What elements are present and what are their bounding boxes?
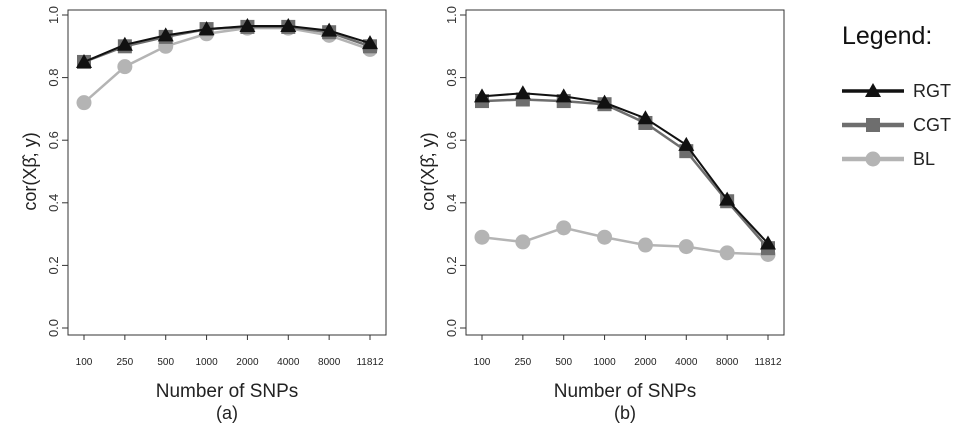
data-point-rgt [362,35,378,50]
y-tick-label: 0.8 [444,69,459,87]
y-tick-label: 1.0 [46,6,61,24]
data-point-rgt [76,53,92,68]
x-axis-label: Number of SNPs [554,381,697,402]
y-tick-label: 0.4 [46,194,61,212]
series-line-cgt [481,98,769,250]
data-point-bl [637,237,653,253]
y-tick-label: 0.0 [46,319,61,337]
data-point-bl [556,220,572,236]
legend-marker [866,118,880,132]
x-tick-label: 1000 [593,357,616,368]
series-rgt [474,85,776,250]
plot-frame [465,9,785,336]
y-tick-label: 1.0 [444,6,459,24]
x-tick-label: 2000 [236,357,259,368]
x-tick-label: 4000 [675,357,698,368]
data-point-bl [76,95,92,111]
legend-marker [865,83,881,97]
data-point-rgt [555,88,572,103]
data-point-rgt [719,191,736,206]
x-tick-label: 11812 [754,357,782,368]
data-point-rgt [637,110,654,125]
x-tick-label: 11812 [356,357,384,368]
panel-label: (a) [216,403,238,423]
x-tick-label: 100 [474,357,491,368]
x-tick-label: 4000 [277,357,300,368]
data-point-bl [678,239,694,255]
y-tick-label: 0.4 [444,194,459,212]
x-tick-label: 100 [76,357,93,368]
data-point-rgt [116,36,133,51]
legend-title: Legend: [842,22,933,50]
x-tick-label: 2000 [634,357,657,368]
y-tick-label: 0.2 [46,256,61,274]
plot-frame [67,9,387,336]
data-point-rgt [321,22,338,37]
chart-panel-a: 0.0 0.2 0.4 0.6 0.8 1.0 100 250 500 1000 2000 4000 8… [20,6,387,423]
data-point-rgt [760,235,776,250]
series-rgt [76,17,378,68]
data-point-bl [117,59,133,75]
y-axis-label: cor(Xβ̂, y) [20,132,40,210]
data-point-rgt [157,27,174,42]
panel-label: (b) [614,403,636,423]
legend-item-cgt: CGT [842,115,951,135]
legend-item-bl: BL [842,149,935,169]
data-point-bl [474,229,490,245]
legend-item-rgt: RGT [842,81,951,101]
data-point-rgt [198,21,215,36]
series-line-rgt [83,24,371,63]
legend-label: CGT [913,115,951,135]
y-tick-label: 0.8 [46,69,61,87]
data-point-rgt [280,17,297,32]
data-point-rgt [474,88,490,103]
y-tick-label: 0.6 [444,131,459,149]
y-axis-label: cor(Xβ̂, y) [418,132,438,210]
data-point-rgt [678,136,695,151]
data-point-rgt [239,17,256,32]
x-tick-label: 8000 [318,357,341,368]
series-bl [474,220,776,262]
data-point-bl [515,234,531,250]
y-tick-label: 0.2 [444,256,459,274]
x-tick-label: 250 [515,357,532,368]
y-tick-label: 0.0 [444,319,459,337]
x-axis-label: Number of SNPs [156,381,299,402]
legend-marker [865,151,881,167]
data-point-rgt [596,94,613,109]
y-tick-label: 0.6 [46,131,61,149]
x-tick-label: 1000 [195,357,218,368]
data-point-bl [719,245,735,261]
data-point-rgt [514,85,531,100]
x-tick-label: 500 [157,357,174,368]
x-tick-label: 500 [555,357,572,368]
data-point-bl [597,229,613,245]
legend-label: RGT [913,81,951,101]
legend-label: BL [913,149,935,169]
series-line-rgt [481,92,769,245]
series-cgt [475,92,775,256]
x-tick-label: 250 [117,357,134,368]
x-tick-label: 8000 [716,357,739,368]
chart-panel-b: 0.0 0.2 0.4 0.6 0.8 1.0 100 250 500 1000 2000 4000 8… [418,6,785,423]
